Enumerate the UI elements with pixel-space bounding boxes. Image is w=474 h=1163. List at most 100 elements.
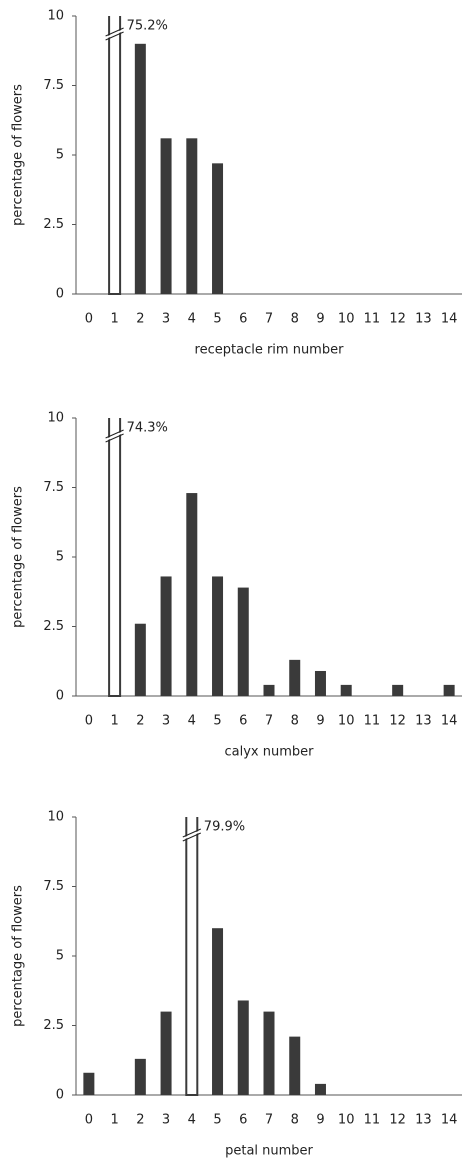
bar <box>443 684 455 696</box>
x-tick-label: 12 <box>389 312 406 327</box>
bar <box>314 670 326 696</box>
x-tick-label: 12 <box>389 1113 406 1128</box>
x-tick-label: 0 <box>85 312 93 327</box>
x-tick-label: 1 <box>110 1113 118 1128</box>
y-tick-label: 5 <box>56 550 64 565</box>
x-tick-label: 5 <box>213 1113 221 1128</box>
bar <box>289 659 301 696</box>
bar <box>212 163 224 294</box>
y-tick-label: 5 <box>56 949 64 964</box>
bar <box>263 684 275 696</box>
x-tick-label: 13 <box>415 312 432 327</box>
break-mark <box>105 27 124 41</box>
x-tick-label: 9 <box>316 714 324 729</box>
x-tick-label: 11 <box>364 312 381 327</box>
value-label: 75.2% <box>127 19 168 34</box>
bar <box>212 928 224 1095</box>
x-tick-label: 0 <box>85 714 93 729</box>
x-tick-label: 6 <box>239 714 247 729</box>
x-tick-label: 9 <box>316 1113 324 1128</box>
bar <box>289 1036 301 1095</box>
bar <box>134 1058 146 1095</box>
y-tick-label: 7.5 <box>43 78 64 93</box>
bar <box>392 684 404 696</box>
y-tick-label: 2.5 <box>43 217 64 232</box>
y-axis-label: percentage of flowers <box>11 84 26 226</box>
y-tick-label: 10 <box>47 9 64 24</box>
x-tick-label: 13 <box>415 1113 432 1128</box>
bars <box>83 817 326 1096</box>
x-tick-label: 0 <box>85 1113 93 1128</box>
y-axis-label: percentage of flowers <box>11 486 26 628</box>
x-tick-label: 10 <box>338 714 355 729</box>
bar <box>237 587 249 696</box>
bar <box>134 623 146 696</box>
bar <box>160 1011 172 1095</box>
bar <box>83 1072 95 1095</box>
bar <box>108 418 122 697</box>
x-tick-label: 7 <box>265 312 273 327</box>
bar <box>134 43 146 294</box>
bar <box>160 138 172 294</box>
x-tick-label: 4 <box>188 714 196 729</box>
x-tick-label: 5 <box>213 312 221 327</box>
x-tick-label: 3 <box>162 1113 170 1128</box>
x-tick-label: 14 <box>441 1113 458 1128</box>
bar <box>160 576 172 696</box>
x-axis-label: receptacle rim number <box>195 343 345 358</box>
x-tick-label: 1 <box>110 312 118 327</box>
x-tick-label: 4 <box>188 312 196 327</box>
x-tick-label: 2 <box>136 312 144 327</box>
y-tick-label: 2.5 <box>43 1018 64 1033</box>
value-label: 74.3% <box>127 421 168 436</box>
x-tick-label: 2 <box>136 1113 144 1128</box>
x-tick-label: 7 <box>265 714 273 729</box>
y-tick-label: 7.5 <box>43 879 64 894</box>
x-tick-label: 7 <box>265 1113 273 1128</box>
bar <box>185 817 199 1096</box>
x-tick-label: 10 <box>338 1113 355 1128</box>
break-gap <box>105 431 124 441</box>
x-tick-label: 3 <box>162 312 170 327</box>
bar <box>314 1083 326 1095</box>
x-tick-label: 8 <box>291 1113 299 1128</box>
x-tick-label: 8 <box>291 312 299 327</box>
break-mark <box>182 828 202 842</box>
x-tick-label: 8 <box>291 714 299 729</box>
bar <box>340 684 352 696</box>
x-tick-label: 10 <box>338 312 355 327</box>
y-tick-label: 5 <box>56 148 64 163</box>
y-tick-label: 0 <box>56 1088 64 1103</box>
x-tick-label: 4 <box>188 1113 196 1128</box>
x-axis-label: calyx number <box>225 745 315 760</box>
x-axis-label: petal number <box>225 1144 313 1159</box>
break-gap <box>182 830 201 840</box>
break-gap <box>105 29 124 39</box>
x-tick-label: 9 <box>316 312 324 327</box>
bar <box>186 138 198 294</box>
y-tick-label: 10 <box>47 411 64 426</box>
bar <box>263 1011 275 1095</box>
value-label: 79.9% <box>204 820 245 835</box>
break-mark <box>105 429 124 443</box>
bar <box>108 16 122 295</box>
bars <box>108 16 224 295</box>
x-tick-label: 14 <box>441 714 458 729</box>
y-tick-label: 2.5 <box>43 619 64 634</box>
bar <box>237 1000 249 1095</box>
x-tick-label: 14 <box>441 312 458 327</box>
bars <box>108 418 455 697</box>
x-tick-label: 11 <box>364 1113 381 1128</box>
y-axis-label: percentage of flowers <box>11 885 26 1027</box>
x-tick-label: 11 <box>364 714 381 729</box>
x-tick-label: 6 <box>239 1113 247 1128</box>
y-tick-label: 7.5 <box>43 480 64 495</box>
x-tick-label: 12 <box>389 714 406 729</box>
x-tick-label: 3 <box>162 714 170 729</box>
y-tick-label: 0 <box>56 689 64 704</box>
bar <box>186 493 198 696</box>
y-tick-label: 0 <box>56 287 64 302</box>
bar <box>212 576 224 696</box>
x-tick-label: 2 <box>136 714 144 729</box>
